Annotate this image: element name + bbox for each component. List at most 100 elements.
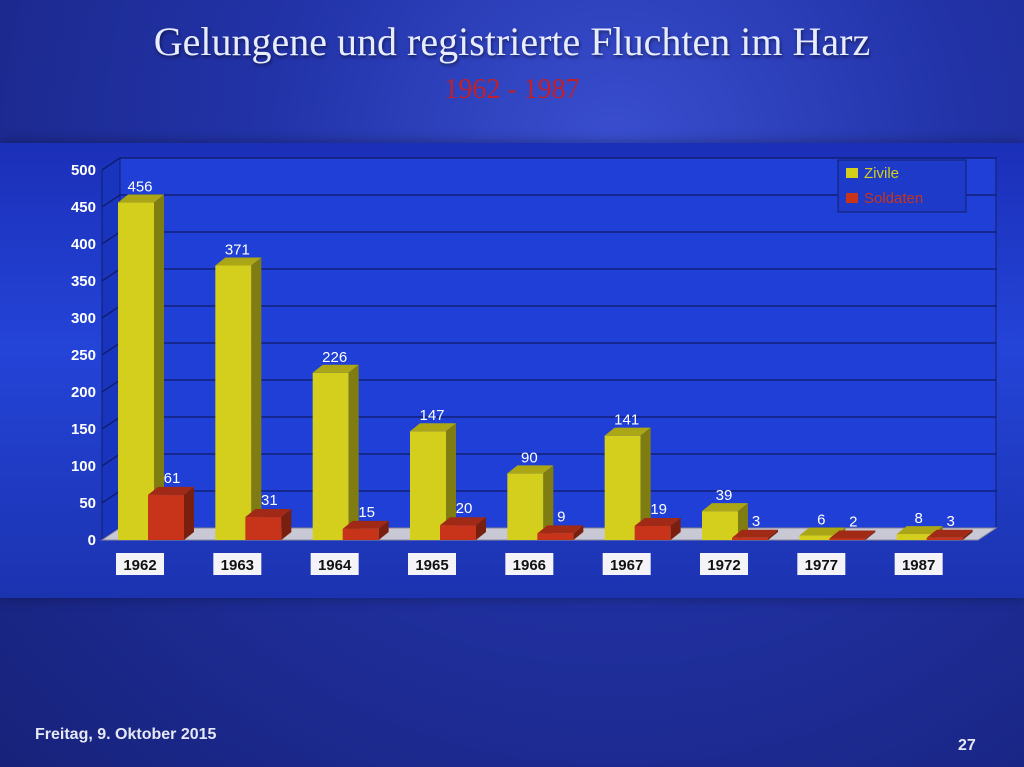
bar-soldaten-front xyxy=(440,525,476,540)
x-tick-label: 1966 xyxy=(513,557,546,574)
x-tick-label: 1972 xyxy=(707,557,740,574)
bar-zivile-side xyxy=(348,364,359,540)
legend-label: Soldaten xyxy=(864,190,923,207)
data-label-soldaten: 2 xyxy=(849,514,857,531)
bar-soldaten-side xyxy=(670,517,681,540)
bar-soldaten xyxy=(829,530,876,540)
bar-zivile-front xyxy=(410,431,446,540)
bar-zivile xyxy=(410,423,456,540)
bar-zivile-front xyxy=(215,265,252,540)
y-tick-label: 500 xyxy=(71,162,96,179)
bar-zivile-side xyxy=(154,194,164,540)
bar-zivile xyxy=(118,194,164,540)
bar-zivile-front xyxy=(312,372,349,540)
bar-soldaten xyxy=(732,529,778,540)
y-tick-label: 50 xyxy=(79,495,96,512)
data-label-soldaten: 31 xyxy=(261,492,278,509)
bar-zivile-top xyxy=(702,503,748,512)
x-tick-label-box xyxy=(505,553,554,575)
x-tick-label-box xyxy=(310,553,359,575)
bar-zivile xyxy=(507,465,554,540)
data-label-zivile: 39 xyxy=(716,487,733,504)
bar-zivile xyxy=(312,364,359,540)
bar-zivile-top xyxy=(896,526,943,535)
x-tick-label-box xyxy=(894,553,943,575)
bar-zivile-top xyxy=(118,194,164,203)
bar-soldaten-front xyxy=(148,494,184,540)
bar-soldaten-side xyxy=(962,529,973,540)
page-number: 27 xyxy=(958,737,976,754)
y-tick-label: 400 xyxy=(71,236,96,253)
bar-soldaten-top xyxy=(440,517,486,526)
data-label-soldaten: 61 xyxy=(164,470,181,487)
data-label-soldaten: 20 xyxy=(456,500,473,517)
data-label-soldaten: 3 xyxy=(752,513,760,530)
data-label-zivile: 226 xyxy=(322,349,347,366)
bar-zivile-front xyxy=(799,535,836,540)
bar-soldaten-front xyxy=(829,538,866,540)
bar-zivile-top xyxy=(215,257,262,266)
bar-soldaten xyxy=(245,509,292,540)
bar-soldaten xyxy=(537,525,584,540)
x-tick-label-box xyxy=(602,553,651,575)
bar-zivile-front xyxy=(604,435,641,540)
bar-zivile-top xyxy=(312,364,359,373)
x-tick-label-box xyxy=(408,553,456,575)
slide-subtitle: 1962 - 1987 xyxy=(444,74,580,105)
bar-soldaten-top xyxy=(148,486,194,495)
bar-soldaten-side xyxy=(476,517,486,540)
bar-soldaten-top xyxy=(732,529,778,538)
bar-zivile-top xyxy=(799,527,846,536)
bar-zivile-front xyxy=(896,534,933,540)
bar-zivile-side xyxy=(446,423,456,540)
data-label-zivile: 141 xyxy=(614,412,639,429)
bar-zivile xyxy=(702,503,748,540)
bar-soldaten-side xyxy=(184,486,194,540)
bar-soldaten-front xyxy=(926,537,963,540)
bar-zivile-front xyxy=(118,202,154,540)
y-tick-label: 300 xyxy=(71,310,96,327)
bar-soldaten-side xyxy=(865,530,876,540)
x-tick-label: 1963 xyxy=(221,557,254,574)
y-tick-label: 200 xyxy=(71,384,96,401)
data-label-zivile: 147 xyxy=(419,407,444,424)
legend-swatch xyxy=(846,193,858,203)
bar-soldaten-top xyxy=(926,529,973,538)
bar-soldaten-side xyxy=(378,520,389,540)
bar-soldaten-side xyxy=(281,509,292,540)
bar-soldaten-top xyxy=(245,509,292,518)
x-tick-label: 1965 xyxy=(415,557,448,574)
x-tick-label: 1977 xyxy=(805,557,838,574)
bar-soldaten xyxy=(634,517,681,540)
y-tick-label: 150 xyxy=(71,421,96,438)
bar-zivile-top xyxy=(604,427,651,436)
data-label-soldaten: 15 xyxy=(358,504,375,521)
x-tick-label: 1987 xyxy=(902,557,935,574)
bar-zivile-front xyxy=(507,473,544,540)
bar-soldaten-front xyxy=(537,533,574,540)
gridline xyxy=(101,157,996,171)
x-tick-label: 1964 xyxy=(318,557,352,574)
bar-zivile xyxy=(215,257,262,540)
bar-soldaten-front xyxy=(634,525,671,540)
data-label-zivile: 90 xyxy=(521,449,538,466)
x-tick-label-box xyxy=(116,553,164,575)
bar-soldaten-side xyxy=(768,529,778,540)
bar-soldaten-top xyxy=(634,517,681,526)
bar-zivile-side xyxy=(251,257,262,540)
bar-zivile xyxy=(604,427,651,540)
bar-zivile-side xyxy=(640,427,651,540)
bar-soldaten-top xyxy=(342,520,389,529)
bar-soldaten-front xyxy=(245,517,282,540)
bar-zivile-top xyxy=(410,423,456,432)
y-tick-label: 350 xyxy=(71,273,96,290)
bar-zivile-top xyxy=(507,465,554,474)
bar-soldaten-top xyxy=(829,530,876,539)
data-label-zivile: 371 xyxy=(225,241,250,258)
bar-soldaten xyxy=(342,520,389,540)
data-label-soldaten: 19 xyxy=(650,501,667,518)
bar-soldaten-front xyxy=(732,537,768,540)
data-label-soldaten: 9 xyxy=(557,508,565,525)
legend-box xyxy=(837,159,967,213)
